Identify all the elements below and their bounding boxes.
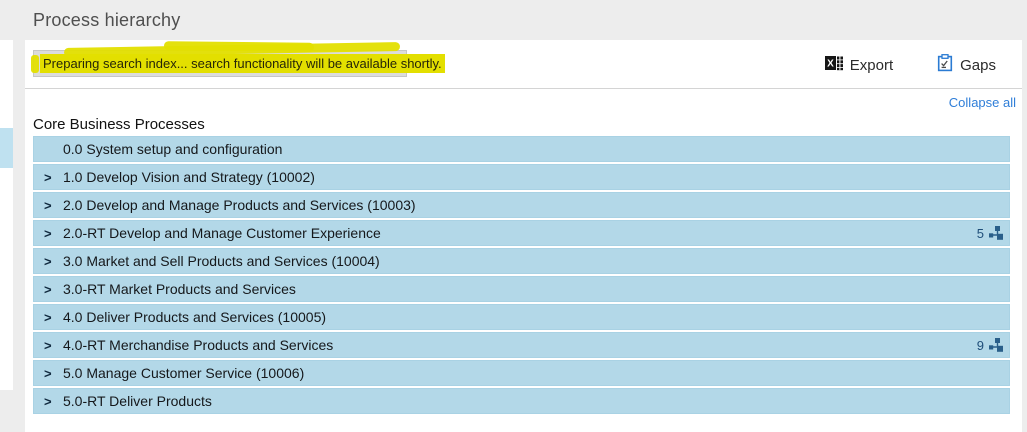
process-row-label: 2.0 Develop and Manage Products and Serv… <box>63 197 416 213</box>
flow-count: 5 <box>976 225 984 241</box>
export-button[interactable]: X Export <box>824 55 894 75</box>
svg-text:X: X <box>827 59 834 70</box>
chevron-right-icon[interactable]: > <box>44 393 52 409</box>
process-row[interactable]: >2.0 Develop and Manage Products and Ser… <box>33 192 1010 218</box>
process-row[interactable]: >1.0 Develop Vision and Strategy (10002) <box>33 164 1010 190</box>
process-row-label: 1.0 Develop Vision and Strategy (10002) <box>63 169 315 185</box>
gaps-label: Gaps <box>960 56 996 74</box>
process-hierarchy-panel: Preparing search index... search functio… <box>25 40 1022 432</box>
process-row[interactable]: 0.0 System setup and configuration <box>33 136 1010 162</box>
left-peek-selected-item <box>0 128 13 168</box>
process-row[interactable]: >3.0 Market and Sell Products and Servic… <box>33 248 1010 274</box>
toolbar-divider <box>25 88 1022 89</box>
process-row[interactable]: >4.0 Deliver Products and Services (1000… <box>33 304 1010 330</box>
marker-highlight-stroke <box>31 55 39 73</box>
toolbar: X Export <box>824 54 996 76</box>
process-row-label: 5.0-RT Deliver Products <box>63 393 212 409</box>
notification-text: Preparing search index... search functio… <box>40 54 445 73</box>
collapse-all-link[interactable]: Collapse all <box>948 95 1016 110</box>
chevron-right-icon[interactable]: > <box>44 197 52 213</box>
process-row[interactable]: >3.0-RT Market Products and Services <box>33 276 1010 302</box>
collapse-row: Collapse all <box>25 89 1022 112</box>
export-label: Export <box>849 56 894 74</box>
hierarchy-icon <box>989 338 1003 352</box>
process-row[interactable]: >4.0-RT Merchandise Products and Service… <box>33 332 1010 358</box>
chevron-right-icon[interactable]: > <box>44 309 52 325</box>
page-title: Process hierarchy <box>33 10 181 30</box>
flow-count-badge: 9 <box>977 338 1009 353</box>
process-row-label: 0.0 System setup and configuration <box>63 141 283 157</box>
flow-count-badge: 5 <box>977 226 1009 241</box>
process-row[interactable]: >5.0-RT Deliver Products <box>33 388 1010 414</box>
chevron-right-icon[interactable]: > <box>44 365 52 381</box>
process-row-label: 2.0-RT Develop and Manage Customer Exper… <box>63 225 381 241</box>
flow-count: 9 <box>976 337 984 353</box>
toolbar-row: Preparing search index... search functio… <box>25 40 1022 88</box>
gaps-button[interactable]: Gaps <box>937 54 996 76</box>
chevron-right-icon[interactable]: > <box>44 281 52 297</box>
process-row[interactable]: >5.0 Manage Customer Service (10006) <box>33 360 1010 386</box>
section-heading: Core Business Processes <box>33 116 205 133</box>
marker-highlight-stroke <box>163 41 315 52</box>
chevron-right-icon[interactable]: > <box>44 253 52 269</box>
hierarchy-icon <box>989 226 1003 240</box>
notification-banner: Preparing search index... search functio… <box>31 41 445 77</box>
chevron-right-icon[interactable]: > <box>44 337 52 353</box>
process-tree: 0.0 System setup and configuration >1.0 D… <box>25 136 1022 414</box>
process-row-label: 3.0 Market and Sell Products and Service… <box>63 253 380 269</box>
process-row-label: 5.0 Manage Customer Service (10006) <box>63 365 305 381</box>
process-row-label: 4.0-RT Merchandise Products and Services <box>63 337 334 353</box>
process-row-label: 3.0-RT Market Products and Services <box>63 281 296 297</box>
process-row-label: 4.0 Deliver Products and Services (10005… <box>63 309 327 325</box>
left-peek-panel <box>0 40 13 390</box>
clipboard-check-icon <box>937 54 953 76</box>
process-row[interactable]: >2.0-RT Develop and Manage Customer Expe… <box>33 220 1010 246</box>
chevron-right-icon[interactable]: > <box>44 169 52 185</box>
excel-icon: X <box>824 55 843 75</box>
chevron-right-icon[interactable]: > <box>44 225 52 241</box>
